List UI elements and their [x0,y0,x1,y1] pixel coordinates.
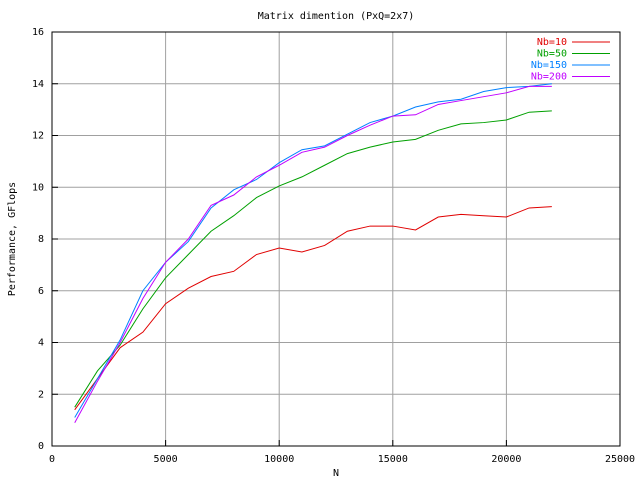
y-tick-label: 8 [38,234,44,245]
x-tick-label: 5000 [154,454,178,465]
series-line [74,206,552,411]
legend-label: Nb=200 [531,72,567,83]
y-tick-label: 16 [32,27,44,38]
y-tick-label: 0 [38,441,44,452]
legend-label: Nb=150 [531,60,567,71]
legend-label: Nb=10 [537,37,567,48]
x-tick-label: 0 [49,454,55,465]
plot-border [51,31,621,447]
x-axis-label: N [333,468,339,479]
legend-label: Nb=50 [537,49,567,60]
y-tick-label: 12 [32,131,44,142]
series-line [74,83,552,418]
y-tick-label: 4 [38,338,44,349]
x-tick-label: 15000 [378,454,408,465]
series-line [74,85,552,423]
chart-title: Matrix dimention (PxQ=2x7) [258,11,415,22]
y-tick-label: 6 [38,286,44,297]
x-tick-label: 20000 [491,454,521,465]
y-axis-label: Performance, GFlops [7,182,18,296]
x-tick-label: 25000 [605,454,635,465]
x-tick-label: 10000 [264,454,294,465]
series-line [74,110,552,408]
y-tick-label: 10 [32,182,44,193]
y-tick-label: 14 [32,79,44,90]
y-tick-label: 2 [38,389,44,400]
